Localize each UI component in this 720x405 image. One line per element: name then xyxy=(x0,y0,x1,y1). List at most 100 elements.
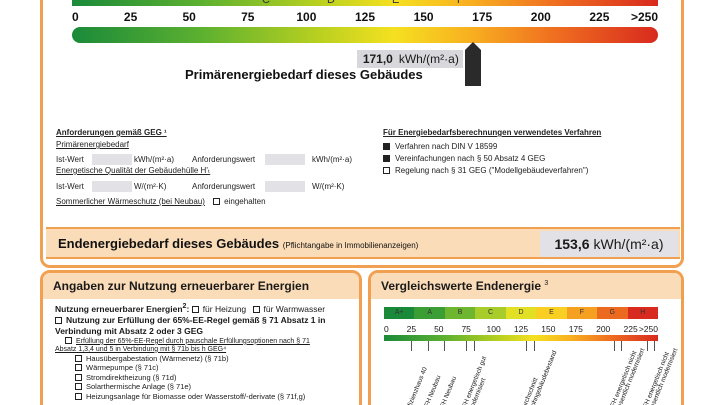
scale-tick-125: 125 xyxy=(354,10,376,24)
envelope-anforderung-label: Anforderungswert xyxy=(192,182,256,191)
envelope-ist-unit: W/(m²·K) xyxy=(134,182,167,191)
scale-tick-gt250: >250 xyxy=(630,10,658,24)
comparison-gradient-bar xyxy=(384,335,658,341)
comparison-class-bar: A+ A B C D E F G H xyxy=(384,307,658,319)
reference-marker-line xyxy=(526,341,528,351)
scale-gradient-bar xyxy=(72,27,658,43)
scale-tick-25: 25 xyxy=(123,10,138,24)
reference-marker-line xyxy=(444,341,446,351)
primary-energy-scale: C D E F 0 25 50 75 100 125 150 175 200 225 >250 xyxy=(72,0,658,46)
comparison-tick-200: 200 xyxy=(596,324,611,334)
reference-marker-line xyxy=(614,341,616,351)
scale-top-sliver xyxy=(72,0,658,6)
primary-energy-unit: kWh/(m²·a) xyxy=(398,52,459,66)
option-stromdirekt[interactable]: Stromdirektheizung (§ 71d) xyxy=(75,373,355,383)
option-solarthermie[interactable]: Solarthermische Anlage (§ 71e) xyxy=(75,382,355,392)
method-block: Für Energiebedarfsberechnungen verwendet… xyxy=(383,128,673,176)
scale-tick-150: 150 xyxy=(413,10,434,24)
method-option-model[interactable]: Regelung nach § 31 GEG ("Modellgebäudeve… xyxy=(383,166,673,176)
method-option-simplified[interactable]: Vereinfachungen nach § 50 Absatz 4 GEG xyxy=(383,154,673,164)
comparison-panel: Vergleichswerte Endenergie 3 A+ A B C D E F G H … xyxy=(368,270,684,405)
class-cell-b: B xyxy=(444,307,476,319)
comparison-reference-labels: Effizienzhaus 40 MFH Neubau EFH Neubau EFH … xyxy=(371,343,681,405)
anforderungswert-label: Anforderungswert xyxy=(192,155,256,164)
reference-marker-line xyxy=(653,341,655,351)
envelope-anforderung-field xyxy=(265,181,305,192)
class-cell-c: C xyxy=(475,307,506,319)
reference-marker-line xyxy=(620,341,622,351)
reference-marker-line xyxy=(647,341,649,351)
scale-tick-75: 75 xyxy=(241,10,255,24)
anforderungswert-field xyxy=(265,154,305,165)
reference-marker-line xyxy=(534,341,536,351)
reference-marker-line xyxy=(466,341,468,351)
ist-wert-unit: kWh/(m²·a) xyxy=(134,155,174,164)
renewables-heading: Angaben zur Nutzung erneuerbarer Energie… xyxy=(43,273,359,299)
envelope-ist-label: Ist-Wert xyxy=(56,182,84,191)
scale-tick-50: 50 xyxy=(182,10,196,24)
scale-pointer-arrow-icon xyxy=(464,42,481,86)
summer-checkbox[interactable] xyxy=(213,198,221,205)
requirements-block: Anforderungen gemäß GEG ¹ Primärenergieb… xyxy=(56,128,376,207)
primary-energy-label: Primärenergiebedarf dieses Gebäudes xyxy=(185,67,423,82)
option-biomasse[interactable]: Heizungsanlage für Biomasse oder Wassers… xyxy=(75,392,355,402)
option-waermepumpe[interactable]: Wärmepumpe (§ 71c) xyxy=(75,363,355,373)
class-cell-h: H xyxy=(627,307,658,319)
scale-tick-200: 200 xyxy=(530,10,551,24)
comparison-heading: Vergleichswerte Endenergie 3 xyxy=(371,273,681,299)
class-cell-f: F xyxy=(566,307,598,319)
end-energy-strip: Endenergiebedarf dieses Gebäudes (Pflich… xyxy=(46,227,680,259)
energy-certificate-frame xyxy=(40,0,684,268)
ist-wert-field xyxy=(92,154,132,165)
option-hausuebergabe[interactable]: Hausübergabestation (Wärmenetz) (§ 71b) xyxy=(75,354,355,364)
end-energy-unit: kWh/(m²·a) xyxy=(593,236,664,252)
primary-energy-value: 171,0 xyxy=(362,52,393,66)
comparison-tick-175: 175 xyxy=(568,324,583,334)
end-energy-note: (Pflichtangabe in Immobilienanzeigen) xyxy=(282,241,419,250)
comparison-tick-150: 150 xyxy=(541,324,556,334)
class-letter-d: D xyxy=(327,0,335,6)
checkbox-empty-icon xyxy=(383,167,390,174)
primary-demand-heading: Primärenergiebedarf xyxy=(56,140,129,149)
summer-option-label: eingehalten xyxy=(224,197,266,206)
comparison-tick-0: 0 xyxy=(384,324,389,334)
requirements-heading: Anforderungen gemäß GEG ¹ xyxy=(56,128,167,137)
scale-tick-175: 175 xyxy=(472,10,493,24)
renewables-panel: Angaben zur Nutzung erneuerbarer Energie… xyxy=(40,270,362,405)
class-letter-c: C xyxy=(262,0,270,6)
method-option-din[interactable]: Verfahren nach DIN V 18599 xyxy=(383,142,673,152)
ist-wert-label: Ist-Wert xyxy=(56,155,84,164)
comparison-tick-125: 125 xyxy=(513,324,529,334)
scale-tick-labels: 0 25 50 75 100 125 150 175 200 225 >250 xyxy=(72,10,658,24)
end-energy-value: 153,6 xyxy=(554,236,590,252)
heating-checkbox[interactable] xyxy=(191,305,199,313)
renewables-body: Nutzung erneuerbarer Energien2: für Heiz… xyxy=(55,301,355,401)
class-cell-a: A xyxy=(414,307,445,319)
class-cell-g: G xyxy=(597,307,628,319)
reference-marker-line xyxy=(427,341,429,351)
rule-checkbox[interactable] xyxy=(55,316,62,324)
scale-tick-0: 0 xyxy=(72,10,79,24)
comparison-tick-labels: 0 25 50 75 100 125 150 175 200 225 >250 xyxy=(384,324,658,334)
class-letter-f: F xyxy=(457,0,464,6)
class-cell-e: E xyxy=(536,307,567,319)
scale-tick-100: 100 xyxy=(296,10,317,24)
end-energy-value-box: 153,6 kWh/(m²·a) xyxy=(540,231,678,257)
comparison-tick-100: 100 xyxy=(486,324,501,334)
comparison-tick-75: 75 xyxy=(461,324,471,334)
comparison-tick-25: 25 xyxy=(406,324,417,334)
class-cell-aplus: A+ xyxy=(384,307,415,319)
class-cell-d: D xyxy=(505,307,537,319)
anforderungswert-unit: kWh/(m²·a) xyxy=(312,155,352,164)
comparison-tick-gt250: >250 xyxy=(638,324,658,334)
envelope-ist-field xyxy=(92,181,132,192)
comparison-tick-50: 50 xyxy=(434,324,444,334)
end-energy-title: Endenergiebedarf dieses Gebäudes (Pflich… xyxy=(58,236,419,251)
reference-marker-line xyxy=(473,341,475,351)
fulfil-checkbox[interactable] xyxy=(65,336,72,344)
envelope-anforderung-unit: W/(m²·K) xyxy=(312,182,345,191)
water-checkbox[interactable] xyxy=(252,305,260,313)
envelope-heading: Energetische Qualität der Gebäudehülle H… xyxy=(56,166,211,175)
reference-marker-line xyxy=(411,341,413,351)
checkbox-checked-icon xyxy=(383,155,390,162)
